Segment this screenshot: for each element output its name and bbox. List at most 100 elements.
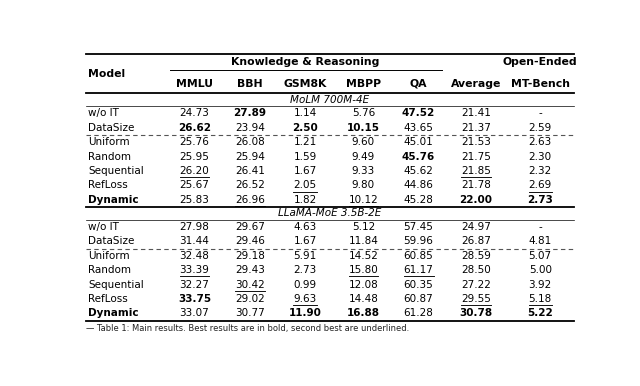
Text: 1.14: 1.14 (293, 108, 317, 118)
Text: 2.63: 2.63 (529, 137, 552, 147)
Text: 45.76: 45.76 (402, 152, 435, 161)
Text: 10.15: 10.15 (347, 123, 380, 133)
Text: 2.30: 2.30 (529, 152, 552, 161)
Text: — Table 1: Main results. Best results are in bold, second best are underlined.: — Table 1: Main results. Best results ar… (86, 325, 409, 334)
Text: Open-Ended: Open-Ended (503, 57, 577, 67)
Text: 5.18: 5.18 (529, 294, 552, 304)
Text: 25.67: 25.67 (180, 180, 209, 190)
Text: MT-Bench: MT-Bench (511, 79, 570, 89)
Text: 5.12: 5.12 (352, 222, 375, 232)
Text: 1.67: 1.67 (293, 166, 317, 176)
Text: 61.17: 61.17 (404, 265, 433, 275)
Text: 3.92: 3.92 (529, 279, 552, 290)
Text: 60.35: 60.35 (404, 279, 433, 290)
Text: RefLoss: RefLoss (88, 180, 128, 190)
Text: 45.62: 45.62 (404, 166, 433, 176)
Text: 33.75: 33.75 (178, 294, 211, 304)
Text: 24.73: 24.73 (180, 108, 209, 118)
Text: 12.08: 12.08 (349, 279, 378, 290)
Text: 5.07: 5.07 (529, 251, 552, 261)
Text: BBH: BBH (237, 79, 262, 89)
Text: 29.67: 29.67 (235, 222, 265, 232)
Text: DataSize: DataSize (88, 236, 135, 246)
Text: 26.96: 26.96 (235, 195, 265, 205)
Text: 31.44: 31.44 (180, 236, 209, 246)
Text: 45.28: 45.28 (404, 195, 433, 205)
Text: QA: QA (410, 79, 428, 89)
Text: 15.80: 15.80 (349, 265, 378, 275)
Text: 28.59: 28.59 (461, 251, 491, 261)
Text: w/o IT: w/o IT (88, 108, 119, 118)
Text: 26.08: 26.08 (235, 137, 264, 147)
Text: 10.12: 10.12 (349, 195, 378, 205)
Text: 21.75: 21.75 (461, 152, 491, 161)
Text: 29.43: 29.43 (235, 265, 265, 275)
Text: 1.21: 1.21 (293, 137, 317, 147)
Text: MMLU: MMLU (176, 79, 213, 89)
Text: Knowledge & Reasoning: Knowledge & Reasoning (231, 57, 379, 67)
Text: w/o IT: w/o IT (88, 222, 119, 232)
Text: 21.53: 21.53 (461, 137, 491, 147)
Text: 2.50: 2.50 (292, 123, 318, 133)
Text: DataSize: DataSize (88, 123, 135, 133)
Text: 21.37: 21.37 (461, 123, 491, 133)
Text: 2.59: 2.59 (529, 123, 552, 133)
Text: Sequential: Sequential (88, 166, 144, 176)
Text: 27.89: 27.89 (233, 108, 266, 118)
Text: 5.76: 5.76 (352, 108, 375, 118)
Text: 27.98: 27.98 (180, 222, 209, 232)
Text: 21.41: 21.41 (461, 108, 491, 118)
Text: 11.90: 11.90 (289, 308, 321, 318)
Text: 4.81: 4.81 (529, 236, 552, 246)
Text: 9.63: 9.63 (293, 294, 317, 304)
Text: 2.73: 2.73 (527, 195, 553, 205)
Text: 27.22: 27.22 (461, 279, 491, 290)
Text: 44.86: 44.86 (404, 180, 433, 190)
Text: 9.60: 9.60 (352, 137, 375, 147)
Text: 30.78: 30.78 (459, 308, 492, 318)
Text: 45.01: 45.01 (404, 137, 433, 147)
Text: 32.48: 32.48 (180, 251, 209, 261)
Text: 28.50: 28.50 (461, 265, 491, 275)
Text: LLaMA-MoE 3.5B-2E: LLaMA-MoE 3.5B-2E (278, 208, 381, 218)
Text: MBPP: MBPP (346, 79, 381, 89)
Text: 2.69: 2.69 (529, 180, 552, 190)
Text: 1.59: 1.59 (293, 152, 317, 161)
Text: 29.46: 29.46 (235, 236, 265, 246)
Text: 61.28: 61.28 (404, 308, 433, 318)
Text: 30.77: 30.77 (235, 308, 264, 318)
Text: 14.52: 14.52 (348, 251, 378, 261)
Text: 21.78: 21.78 (461, 180, 491, 190)
Text: 26.87: 26.87 (461, 236, 491, 246)
Text: Uniform: Uniform (88, 137, 130, 147)
Text: 33.07: 33.07 (180, 308, 209, 318)
Text: 47.52: 47.52 (402, 108, 435, 118)
Text: 25.94: 25.94 (235, 152, 265, 161)
Text: Dynamic: Dynamic (88, 195, 139, 205)
Text: 33.39: 33.39 (180, 265, 209, 275)
Text: 43.65: 43.65 (404, 123, 433, 133)
Text: 2.32: 2.32 (529, 166, 552, 176)
Text: 29.55: 29.55 (461, 294, 491, 304)
Text: RefLoss: RefLoss (88, 294, 128, 304)
Text: 24.97: 24.97 (461, 222, 491, 232)
Text: -: - (538, 108, 542, 118)
Text: 9.33: 9.33 (352, 166, 375, 176)
Text: Average: Average (451, 79, 501, 89)
Text: 1.82: 1.82 (293, 195, 317, 205)
Text: GSM8K: GSM8K (284, 79, 326, 89)
Text: 26.20: 26.20 (180, 166, 209, 176)
Text: 25.83: 25.83 (180, 195, 209, 205)
Text: 5.22: 5.22 (527, 308, 553, 318)
Text: 21.85: 21.85 (461, 166, 491, 176)
Text: Random: Random (88, 152, 131, 161)
Text: 57.45: 57.45 (404, 222, 433, 232)
Text: 32.27: 32.27 (180, 279, 209, 290)
Text: 22.00: 22.00 (460, 195, 492, 205)
Text: -: - (538, 222, 542, 232)
Text: MoLM 700M-4E: MoLM 700M-4E (290, 95, 369, 105)
Text: 29.18: 29.18 (235, 251, 265, 261)
Text: Dynamic: Dynamic (88, 308, 139, 318)
Text: 1.67: 1.67 (293, 236, 317, 246)
Text: 4.63: 4.63 (293, 222, 317, 232)
